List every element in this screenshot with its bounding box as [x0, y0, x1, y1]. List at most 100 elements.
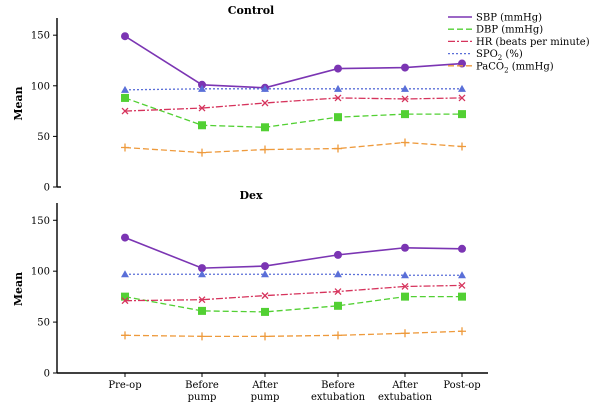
data-point — [458, 327, 466, 336]
data-point — [334, 144, 342, 153]
series-line — [124, 97, 463, 112]
panel-control: 0 50 100 150 Mean Control — [12, 4, 466, 194]
data-point — [261, 307, 269, 316]
y-tick-label: 100 — [31, 81, 50, 92]
y-tick-label: 50 — [37, 318, 50, 329]
data-point — [261, 123, 269, 132]
data-point — [121, 143, 129, 152]
series-paco2 — [121, 138, 466, 157]
series-line — [124, 236, 463, 269]
series-dbp — [121, 93, 466, 132]
data-point — [458, 244, 466, 253]
data-point — [334, 301, 342, 310]
data-point — [334, 84, 342, 92]
data-point — [198, 306, 206, 315]
series-line — [124, 141, 463, 154]
data-point — [401, 292, 409, 301]
data-point — [261, 145, 269, 154]
data-point — [334, 331, 342, 340]
data-point — [401, 282, 409, 290]
data-point — [261, 332, 269, 341]
data-point — [261, 262, 269, 271]
y-tick-label: 0 — [44, 369, 50, 380]
data-point — [198, 84, 206, 92]
legend-label: SBP (mmHg) — [476, 13, 542, 24]
legend-item: SBP (mmHg) — [448, 13, 542, 24]
data-point — [121, 297, 129, 305]
chart-panels: 0 50 100 150 Mean Control 0 50 100 150 Mean Dex Pre-… — [12, 4, 488, 403]
legend-item: PaCO2 (mmHg) — [448, 61, 554, 74]
series-sbp — [121, 233, 466, 273]
data-point — [401, 95, 409, 103]
legend-label: PaCO2 (mmHg) — [476, 61, 554, 74]
data-point — [334, 94, 342, 102]
data-point — [198, 148, 206, 157]
x-tick-label: extubation — [311, 392, 366, 403]
data-point — [458, 110, 466, 119]
data-point — [198, 121, 206, 130]
data-point — [198, 104, 206, 112]
y-axis-label: Mean — [12, 86, 25, 120]
series-paco2 — [121, 327, 466, 341]
data-point — [401, 138, 409, 147]
legend-label: HR (beats per minute) — [476, 37, 590, 48]
series-line — [124, 295, 462, 313]
data-point — [458, 271, 466, 279]
legend-item: DBP (mmHg) — [448, 25, 543, 36]
series-line — [124, 284, 463, 302]
y-tick-label: 100 — [31, 267, 50, 278]
series-hr — [121, 94, 466, 115]
legend-label: DBP (mmHg) — [476, 25, 543, 36]
data-point — [401, 63, 409, 72]
legend-item: HR (beats per minute) — [448, 37, 590, 48]
data-point — [458, 84, 466, 92]
series-line — [125, 273, 462, 276]
data-point — [401, 329, 409, 338]
x-tick-label: Before — [321, 380, 355, 391]
data-point — [401, 110, 409, 119]
data-point — [121, 32, 129, 41]
series-sbp — [121, 32, 466, 92]
x-tick-label: After — [251, 380, 278, 391]
y-tick-label: 50 — [37, 132, 50, 143]
series-dbp — [121, 292, 466, 316]
x-tick-label: Post-op — [443, 380, 480, 391]
data-point — [198, 270, 206, 278]
x-tick-label: extubation — [378, 392, 433, 403]
y-tick-label: 150 — [31, 216, 50, 227]
x-tick-label: Pre-op — [108, 380, 141, 391]
data-point — [458, 281, 466, 289]
data-point — [198, 264, 206, 273]
data-point — [198, 296, 206, 304]
data-point — [334, 113, 342, 122]
y-axis-label: Mean — [12, 272, 25, 306]
data-point — [121, 107, 129, 115]
series-line — [124, 35, 463, 89]
data-point — [401, 84, 409, 92]
data-point — [121, 233, 129, 242]
data-point — [334, 250, 342, 259]
data-point — [334, 270, 342, 278]
legend-item: SPO2 (%) — [448, 49, 523, 62]
panel-title: Control — [228, 4, 274, 17]
series-line — [124, 88, 462, 91]
data-point — [261, 270, 269, 278]
y-tick-label: 0 — [44, 183, 50, 194]
data-point — [198, 332, 206, 341]
data-point — [261, 292, 269, 300]
data-point — [458, 292, 466, 301]
data-point — [121, 270, 129, 278]
data-point — [261, 99, 269, 107]
data-point — [458, 94, 466, 102]
x-tick-label: After — [391, 380, 418, 391]
data-point — [401, 271, 409, 279]
series-hr — [121, 281, 466, 305]
data-point — [261, 84, 269, 92]
series-spo2 — [121, 270, 466, 279]
panel-title: Dex — [239, 189, 263, 202]
data-point — [121, 85, 129, 93]
data-point — [121, 292, 129, 301]
x-tick-label: Before — [185, 380, 219, 391]
